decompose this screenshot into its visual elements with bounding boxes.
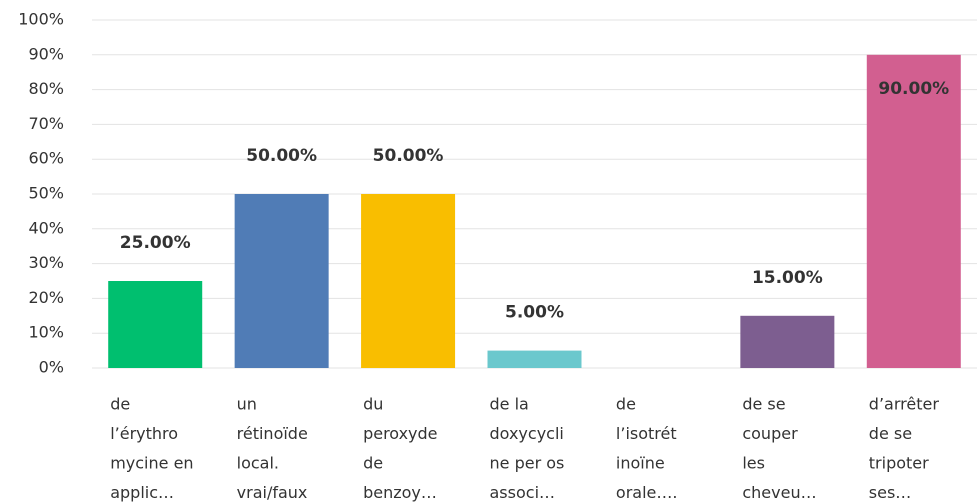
bar bbox=[361, 194, 456, 368]
value-label: 5.00% bbox=[505, 303, 564, 323]
x-tick-label: de bbox=[616, 395, 636, 414]
x-tick-label: de bbox=[110, 395, 130, 414]
x-tick-label: les bbox=[742, 454, 765, 473]
x-tick-label: cheveu… bbox=[742, 483, 816, 502]
value-label: 15.00% bbox=[752, 268, 823, 288]
x-tick-label: du bbox=[363, 395, 383, 414]
y-tick-label: 50% bbox=[28, 184, 64, 203]
x-tick-label: couper bbox=[742, 424, 798, 443]
y-tick-label: 30% bbox=[28, 253, 64, 272]
value-label: 25.00% bbox=[120, 233, 191, 253]
bar bbox=[740, 315, 835, 368]
y-tick-label: 40% bbox=[28, 218, 64, 237]
x-tick-label: associ… bbox=[490, 483, 556, 502]
bar bbox=[234, 194, 329, 368]
y-tick-label: 80% bbox=[28, 79, 64, 98]
x-tick-label: de se bbox=[869, 424, 912, 443]
x-tick-label: benzoy… bbox=[363, 483, 437, 502]
x-tick-label: doxycycli bbox=[490, 424, 564, 443]
x-tick-label: de se bbox=[742, 395, 785, 414]
x-tick-label: l’érythro bbox=[110, 424, 178, 443]
x-tick-label: inoïne bbox=[616, 454, 665, 473]
value-label: 50.00% bbox=[246, 146, 317, 166]
y-tick-label: 90% bbox=[28, 44, 64, 63]
x-tick-label: un bbox=[237, 395, 257, 414]
x-tick-label: mycine en bbox=[110, 454, 193, 473]
y-tick-label: 20% bbox=[28, 288, 64, 307]
x-tick-label: tripoter bbox=[869, 454, 929, 473]
value-label: 90.00% bbox=[878, 79, 949, 99]
y-tick-label: 60% bbox=[28, 149, 64, 168]
x-tick-label: ses… bbox=[869, 483, 912, 502]
y-tick-label: 100% bbox=[18, 10, 64, 29]
x-tick-label: local. bbox=[237, 454, 279, 473]
x-tick-label: vrai/faux bbox=[237, 483, 308, 502]
x-tick-label: de la bbox=[490, 395, 529, 414]
x-tick-label: de bbox=[363, 454, 383, 473]
x-tick-label: peroxyde bbox=[363, 424, 437, 443]
value-label: 50.00% bbox=[373, 146, 444, 166]
x-tick-label: l’isotrét bbox=[616, 424, 677, 443]
bar bbox=[866, 54, 961, 369]
x-tick-label: applic… bbox=[110, 483, 174, 502]
y-tick-label: 70% bbox=[28, 114, 64, 133]
x-tick-label: rétinoïde bbox=[237, 424, 308, 443]
y-tick-label: 0% bbox=[39, 358, 64, 377]
x-tick-label: d’arrêter bbox=[869, 395, 940, 414]
x-tick-label: ne per os bbox=[490, 454, 565, 473]
bar bbox=[487, 350, 582, 368]
x-tick-label: orale…. bbox=[616, 483, 678, 502]
y-tick-label: 10% bbox=[28, 323, 64, 342]
bar bbox=[108, 281, 203, 368]
